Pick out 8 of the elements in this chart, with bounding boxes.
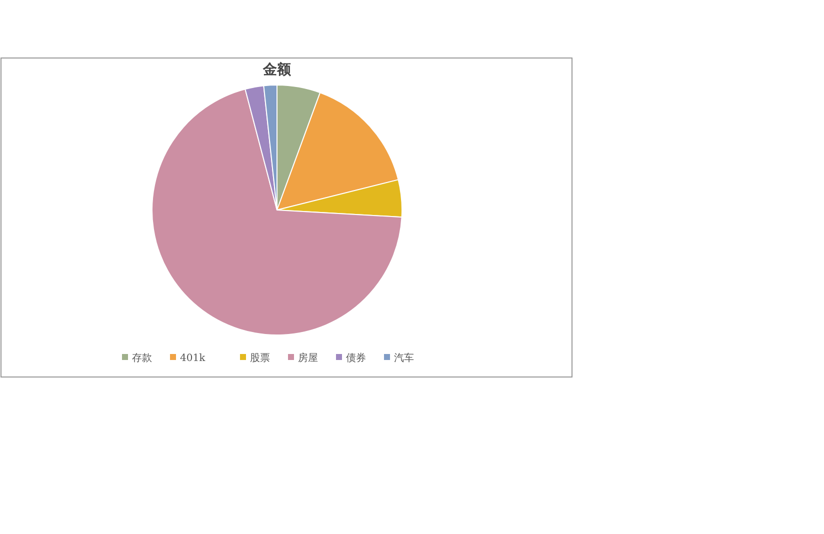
legend-label: 房屋 [298, 352, 318, 364]
legend-label: 股票 [250, 353, 270, 364]
legend-label: 401k [180, 353, 206, 364]
legend-label: 存款 [132, 352, 152, 364]
legend-label: 债券 [346, 352, 366, 364]
legend-label: 汽车 [394, 352, 414, 364]
pie-slice [152, 88, 402, 336]
chart-title: 金额 [262, 61, 292, 78]
